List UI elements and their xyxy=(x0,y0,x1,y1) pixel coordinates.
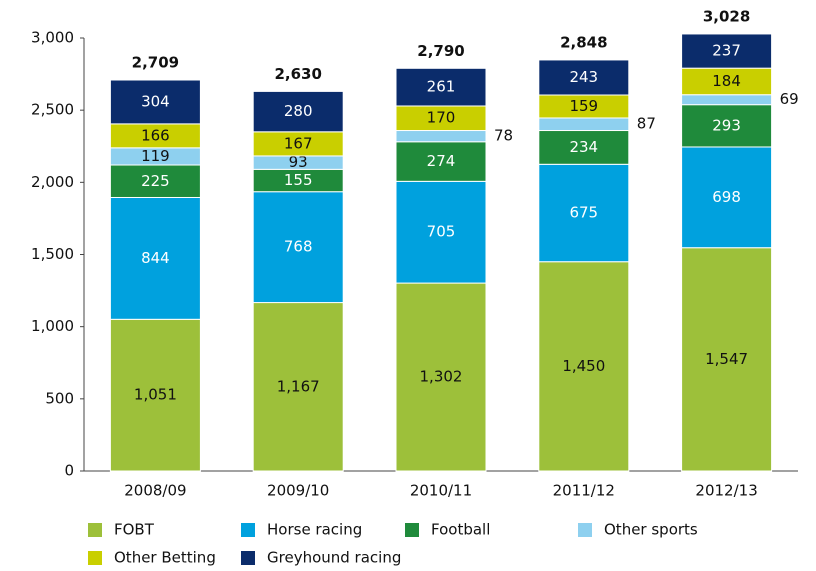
legend-label: Other sports xyxy=(604,521,698,539)
x-tick-label: 2011/12 xyxy=(553,482,615,500)
bar-segment xyxy=(681,104,773,148)
data-label: 119 xyxy=(141,147,170,165)
legend-label: Horse racing xyxy=(267,521,362,539)
total-label: 2,848 xyxy=(560,33,607,51)
y-tick-label: 500 xyxy=(45,389,74,407)
data-label: 155 xyxy=(284,171,313,189)
bar-segment xyxy=(395,180,487,284)
data-label: 243 xyxy=(569,68,598,86)
bar-segment xyxy=(681,33,773,69)
legend-swatch xyxy=(405,523,419,537)
data-label: 280 xyxy=(284,102,313,120)
data-label: 159 xyxy=(569,97,598,115)
data-label: 87 xyxy=(637,115,656,133)
legend-swatch xyxy=(241,523,255,537)
data-label: 675 xyxy=(569,204,598,222)
data-label: 237 xyxy=(712,42,741,60)
legend-label: FOBT xyxy=(114,521,155,539)
legend-swatch xyxy=(578,523,592,537)
bar-segment xyxy=(538,117,630,132)
data-label: 304 xyxy=(141,92,170,110)
y-tick-label: 2,500 xyxy=(31,101,74,119)
data-label: 768 xyxy=(284,238,313,256)
y-tick-label: 1,000 xyxy=(31,317,74,335)
data-label: 274 xyxy=(427,152,456,170)
y-tick-label: 1,500 xyxy=(31,245,74,263)
data-label: 698 xyxy=(712,188,741,206)
legend-label: Greyhound racing xyxy=(267,549,401,567)
bar-segment xyxy=(395,141,487,182)
x-tick-label: 2008/09 xyxy=(124,482,186,500)
bar-segment xyxy=(252,191,344,304)
y-tick-label: 3,000 xyxy=(31,29,74,47)
x-tick-label: 2009/10 xyxy=(267,482,329,500)
legend-label: Football xyxy=(431,521,490,539)
bar-segment xyxy=(538,59,630,96)
bar-segment xyxy=(681,146,773,249)
legend-swatch xyxy=(241,551,255,565)
bar-segment xyxy=(395,105,487,132)
data-label: 293 xyxy=(712,116,741,134)
data-label: 1,547 xyxy=(705,350,748,368)
data-label: 1,051 xyxy=(134,386,177,404)
data-label: 225 xyxy=(141,172,170,190)
bar-segment xyxy=(681,94,773,106)
data-label: 1,167 xyxy=(277,377,320,395)
data-label: 1,302 xyxy=(420,368,463,386)
bar-segment xyxy=(109,318,201,472)
bar-segment xyxy=(252,90,344,133)
bar-segment xyxy=(681,67,773,96)
bar-segment xyxy=(538,130,630,165)
legend-label: Other Betting xyxy=(114,549,216,567)
bar-segment xyxy=(395,130,487,143)
data-label: 166 xyxy=(141,126,170,144)
total-label: 3,028 xyxy=(703,7,750,25)
total-label: 2,709 xyxy=(132,54,179,72)
bar-segment xyxy=(538,261,630,472)
y-tick-label: 2,000 xyxy=(31,173,74,191)
data-label: 167 xyxy=(284,134,313,152)
bar-segment xyxy=(395,282,487,472)
bar-segment xyxy=(252,302,344,472)
total-label: 2,630 xyxy=(274,65,321,83)
total-label: 2,790 xyxy=(417,42,464,60)
data-label: 69 xyxy=(780,90,799,108)
data-label: 234 xyxy=(569,138,598,156)
data-label: 78 xyxy=(494,127,513,145)
data-label: 705 xyxy=(427,223,456,241)
x-tick-label: 2010/11 xyxy=(410,482,472,500)
legend-swatch xyxy=(88,523,102,537)
bar-segment xyxy=(252,131,344,157)
data-label: 1,450 xyxy=(562,357,605,375)
bar-segment xyxy=(395,67,487,107)
data-label: 170 xyxy=(427,109,456,127)
data-label: 184 xyxy=(712,72,741,90)
y-tick-label: 0 xyxy=(64,462,74,480)
bar-segment xyxy=(109,196,201,320)
legend-swatch xyxy=(88,551,102,565)
bar-segment xyxy=(538,163,630,263)
x-tick-label: 2012/13 xyxy=(695,482,757,500)
data-label: 844 xyxy=(141,249,170,267)
bar-segment xyxy=(109,79,201,125)
data-label: 93 xyxy=(289,153,308,171)
data-label: 261 xyxy=(427,78,456,96)
